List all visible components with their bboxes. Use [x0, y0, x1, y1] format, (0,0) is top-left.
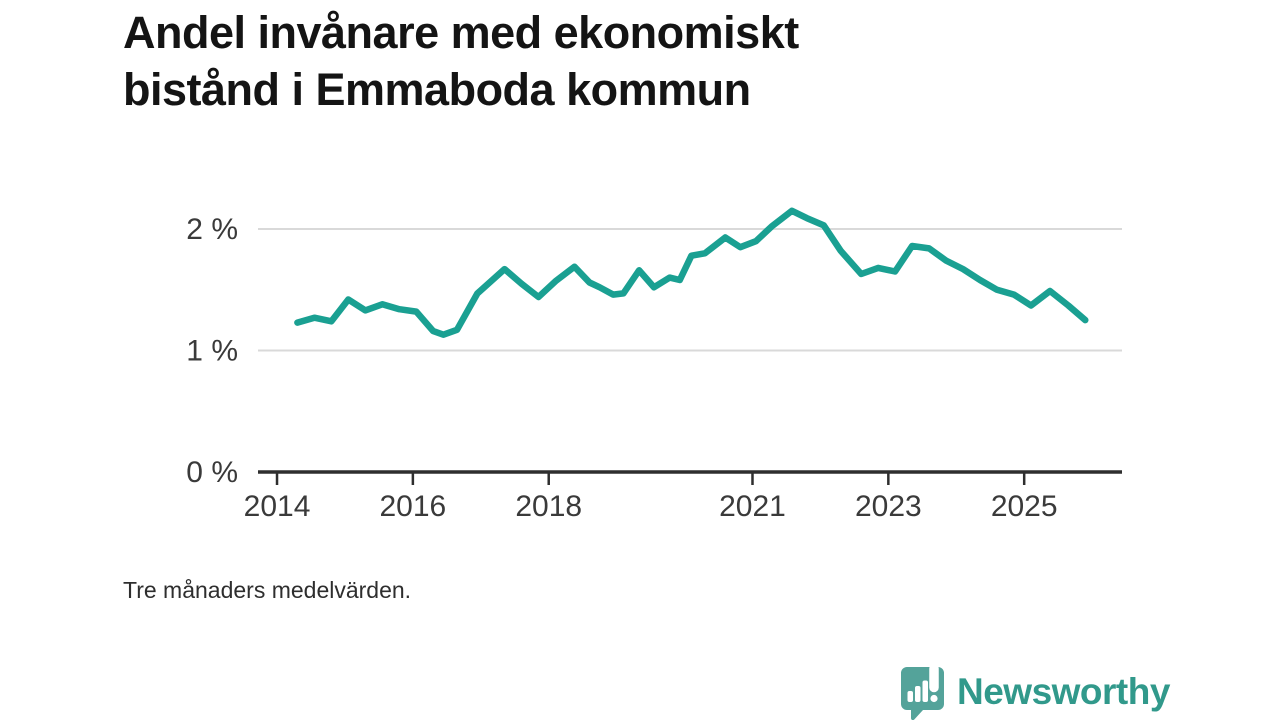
x-tick-label-2021: 2021 — [719, 490, 786, 523]
y-tick-label-2-percent: 2 % — [186, 213, 238, 246]
bar-small — [907, 691, 913, 702]
newsworthy-wordmark: Newsworthy — [957, 671, 1170, 712]
y-tick-label-1-percent: 1 % — [186, 335, 238, 368]
exclamation-bar — [929, 666, 939, 693]
x-tick-label-2023: 2023 — [855, 490, 922, 523]
chart-title-line1: Andel invånare med ekonomiskt — [123, 7, 799, 58]
x-tick-label-2014: 2014 — [244, 490, 311, 523]
bar-large — [922, 680, 928, 702]
chart-title-line2: bistånd i Emmaboda kommun — [123, 64, 751, 115]
x-tick-label-2016: 2016 — [379, 490, 446, 523]
data-line-andel-inv-nare-med-ekonomiskt-bist-nd- — [294, 207, 1089, 338]
chart-footnote: Tre månaders medelvärden. — [123, 577, 412, 603]
newsworthy-logo: Newsworthy — [900, 666, 1170, 720]
bar-medium — [915, 686, 921, 702]
exclamation-dot — [930, 694, 938, 703]
x-tick-label-2025: 2025 — [991, 490, 1058, 523]
chart-title: Andel invånare med ekonomiskt bistånd i E… — [123, 4, 1023, 118]
y-tick-label-0-percent: 0 % — [186, 456, 238, 489]
newsworthy-chart-bubble-icon — [901, 666, 944, 720]
x-tick-label-2018: 2018 — [515, 490, 582, 523]
